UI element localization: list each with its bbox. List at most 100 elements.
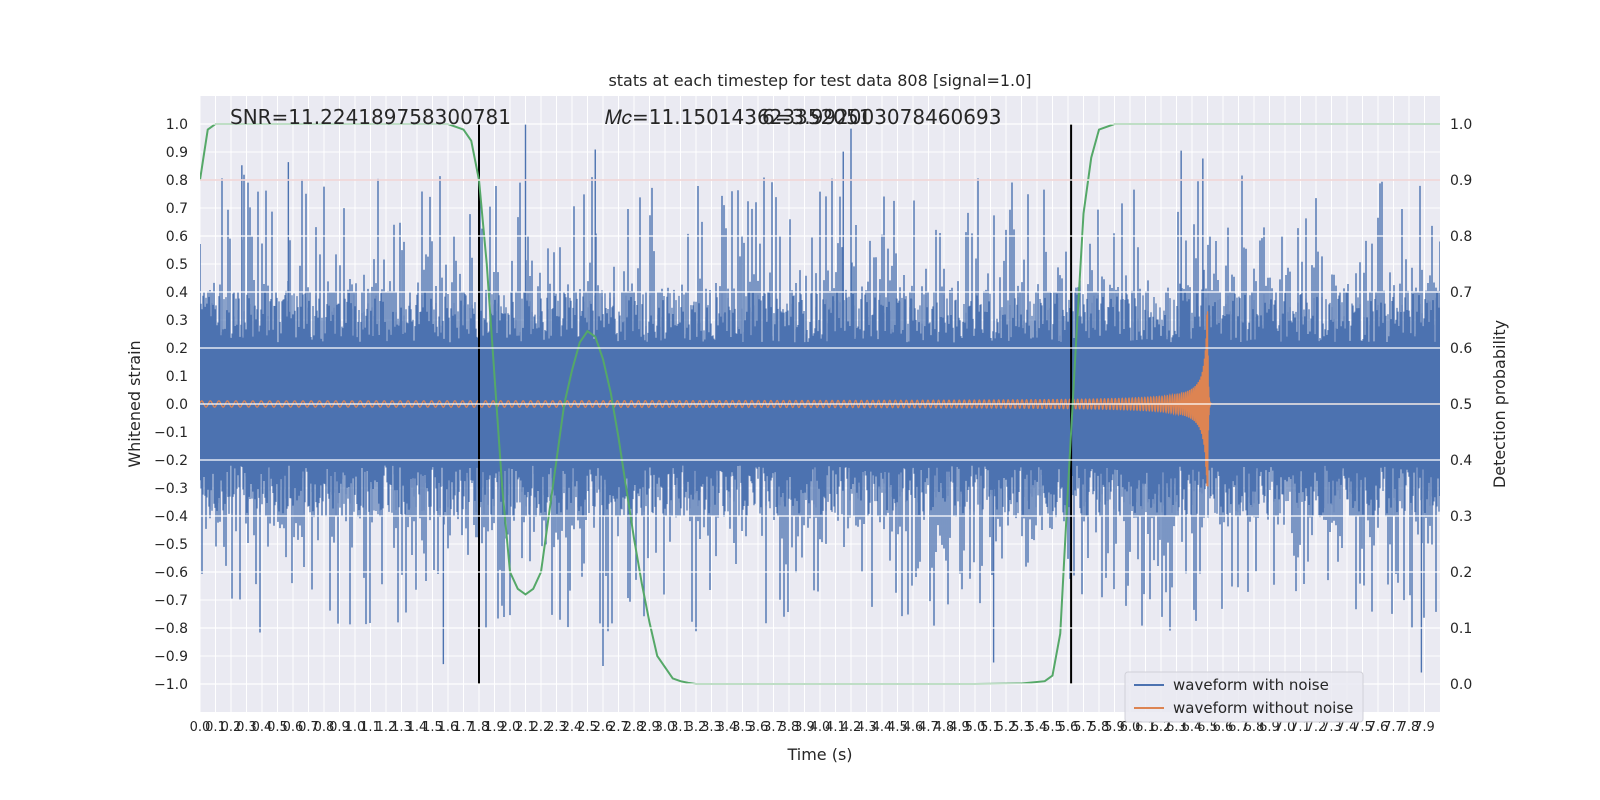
y-tick-label: −0.8 (154, 621, 188, 637)
y2-tick-label: 0.1 (1450, 621, 1472, 637)
x-tick-label: 7.3 (1321, 720, 1342, 735)
y-tick-label: −1.0 (154, 677, 188, 693)
y2-tick-label: 0.2 (1450, 565, 1472, 581)
x-tick-label: 2.4 (562, 720, 583, 735)
x-tick-label: 7.9 (1414, 720, 1435, 735)
x-tick-label: 5.6 (1058, 720, 1079, 735)
legend-label-clean: waveform without noise (1173, 699, 1353, 717)
x-tick-label: 6.9 (1259, 720, 1280, 735)
x-tick-label: 2.2 (531, 720, 552, 735)
y-tick-label: 0.4 (166, 285, 188, 301)
chart-title: stats at each timestep for test data 808… (608, 71, 1031, 90)
x-tick-label: 1.8 (469, 720, 490, 735)
x-tick-label: 7.7 (1383, 720, 1404, 735)
x-axis-label: Time (s) (786, 745, 852, 764)
y-axis-label: Whitened strain (125, 340, 144, 467)
y-tick-label: 0.8 (166, 173, 188, 189)
y2-tick-label: 0.5 (1450, 397, 1472, 413)
x-tick-label: 1.6 (438, 720, 459, 735)
x-tick-label: 3.9 (794, 720, 815, 735)
x-tick-label: 3.0 (655, 720, 676, 735)
x-tick-label: 6.3 (1166, 720, 1187, 735)
x-tick-label: 6.5 (1197, 720, 1218, 735)
x-tick-label: 2.9 (639, 720, 660, 735)
x-tick-label: 3.3 (701, 720, 722, 735)
x-tick-label: 5.3 (1011, 720, 1032, 735)
x-tick-label: 4.9 (949, 720, 970, 735)
x-tick-label: 0.6 (283, 720, 304, 735)
x-tick-label: 7.6 (1368, 720, 1389, 735)
y-tick-label: 0.5 (166, 257, 188, 273)
y-tick-label: −0.9 (154, 649, 188, 665)
y-tick-label: 0.1 (166, 369, 188, 385)
x-tick-label: 6.2 (1151, 720, 1172, 735)
series-waveform-without-noise (200, 311, 1440, 487)
x-tick-label: 2.8 (624, 720, 645, 735)
x-tick-label: 0.8 (314, 720, 335, 735)
x-tick-label: 4.2 (841, 720, 862, 735)
x-tick-label: 2.5 (577, 720, 598, 735)
y-tick-label: 0.9 (166, 145, 188, 161)
x-tick-label: 6.6 (1213, 720, 1234, 735)
y-tick-label: 0.6 (166, 229, 188, 245)
x-tick-label: 1.7 (453, 720, 474, 735)
x-tick-label: 0.3 (236, 720, 257, 735)
y-tick-label: −0.6 (154, 565, 188, 581)
x-tick-label: 2.3 (546, 720, 567, 735)
y2-tick-label: 1.0 (1450, 117, 1472, 133)
y2-tick-label: 0.9 (1450, 173, 1472, 189)
x-tick-label: 7.8 (1399, 720, 1420, 735)
x-tick-label: 3.7 (763, 720, 784, 735)
x-tick-label: 1.5 (422, 720, 443, 735)
x-tick-label: 0.5 (267, 720, 288, 735)
x-tick-label: 0.1 (205, 720, 226, 735)
x-tick-label: 4.4 (872, 720, 893, 735)
x-tick-label: 1.9 (484, 720, 505, 735)
x-tick-label: 4.6 (903, 720, 924, 735)
x-tick-label: 3.4 (717, 720, 738, 735)
x-tick-label: 6.1 (1135, 720, 1156, 735)
x-tick-label: 5.7 (1073, 720, 1094, 735)
x-tick-label: 3.6 (748, 720, 769, 735)
x-tick-label: 2.0 (500, 720, 521, 735)
y-tick-label: 0.7 (166, 201, 188, 217)
y-tick-label: 0.0 (166, 397, 188, 413)
x-tick-label: 3.5 (732, 720, 753, 735)
y-tick-label: −0.2 (154, 453, 188, 469)
x-tick-label: 4.8 (934, 720, 955, 735)
x-tick-label: 6.7 (1228, 720, 1249, 735)
x-tick-label: 5.4 (1027, 720, 1048, 735)
x-tick-label: 5.5 (1042, 720, 1063, 735)
x-tick-label: 7.0 (1275, 720, 1296, 735)
y2-tick-label: 0.8 (1450, 229, 1472, 245)
x-tick-label: 5.8 (1089, 720, 1110, 735)
x-tick-label: 2.7 (608, 720, 629, 735)
x-tick-label: 7.5 (1352, 720, 1373, 735)
x-tick-label: 4.1 (825, 720, 846, 735)
x-tick-label: 5.1 (980, 720, 1001, 735)
y-tick-label: −0.3 (154, 481, 188, 497)
annotation-overlap: 6=3.992003078460693 (762, 105, 1001, 129)
x-axis-ticks: 0.00.10.20.30.40.50.60.70.80.91.01.11.21… (190, 720, 1435, 735)
y2-tick-label: 0.7 (1450, 285, 1472, 301)
y-tick-label: −0.7 (154, 593, 188, 609)
x-tick-label: 1.0 (345, 720, 366, 735)
y2-gridlines-front (200, 123, 1440, 685)
x-tick-label: 6.0 (1120, 720, 1141, 735)
x-tick-label: 1.3 (391, 720, 412, 735)
legend-box (1124, 671, 1364, 723)
x-tick-label: 4.5 (887, 720, 908, 735)
legend-label-noise: waveform with noise (1173, 676, 1329, 694)
y-tick-label: 1.0 (166, 117, 188, 133)
series-waveform-with-noise-spikes (200, 124, 1440, 673)
y2-tick-label: 0.3 (1450, 509, 1472, 525)
x-tick-label: 2.6 (593, 720, 614, 735)
x-tick-label: 1.4 (407, 720, 428, 735)
y-axis-ticks: 1.0 0.9 0.8 0.7 0.6 0.5 0.4 0.3 0.2 0.1 0.0 −0.1 −0.… (154, 117, 188, 693)
x-tick-label: 5.9 (1104, 720, 1125, 735)
x-tick-label: 4.0 (810, 720, 831, 735)
x-tick-label: 0.9 (329, 720, 350, 735)
x-tick-label: 2.1 (515, 720, 536, 735)
x-tick-label: 1.2 (376, 720, 397, 735)
